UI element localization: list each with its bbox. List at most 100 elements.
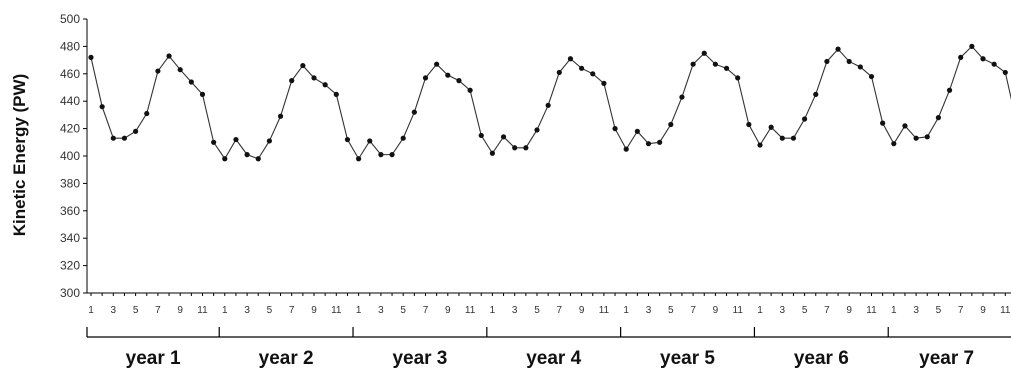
x-tick-label: 1 (623, 305, 629, 316)
data-point (233, 136, 239, 143)
data-point (723, 65, 730, 71)
y-tick-label: 500 (60, 12, 80, 26)
data-point (902, 123, 908, 129)
data-point (623, 146, 629, 152)
data-point (779, 135, 785, 141)
x-tick-label: 5 (534, 305, 540, 316)
data-point (980, 56, 986, 62)
data-point (99, 104, 105, 110)
x-tick-label: 5 (133, 305, 139, 316)
x-tick-label: 9 (980, 305, 986, 316)
year-groups: year 1 year 2 year 3 year 4 year 5 year 6 year… (86, 327, 1011, 369)
data-point (188, 79, 194, 85)
x-tick-label: 7 (690, 305, 696, 316)
x-tick-label: 11 (599, 305, 610, 316)
data-point (802, 116, 808, 122)
data-point (367, 138, 373, 144)
data-point (244, 152, 250, 158)
data-point (133, 128, 139, 134)
data-point (144, 110, 150, 117)
data-point (300, 62, 306, 69)
data-point (601, 80, 607, 86)
x-tick-label: 5 (802, 305, 808, 316)
data-point (913, 135, 919, 141)
data-point (991, 61, 997, 67)
data-point (746, 121, 752, 128)
x-tick-label: 5 (267, 305, 273, 316)
x-tick-label: 7 (289, 305, 295, 316)
data-point (400, 135, 406, 141)
data-point (155, 68, 161, 74)
x-tick-label: 3 (244, 305, 250, 316)
x-tick-label: 3 (111, 305, 117, 316)
data-point (277, 113, 284, 119)
data-point (958, 54, 964, 60)
year-label: year 6 (794, 348, 849, 369)
series (88, 43, 1011, 162)
data-point (344, 136, 351, 143)
data-point (467, 87, 473, 93)
data-point (534, 127, 540, 133)
x-tick-label: 5 (936, 305, 942, 316)
x-tick-label: 7 (557, 305, 563, 316)
x-tick-label: 1 (88, 305, 94, 316)
data-point (266, 138, 272, 144)
data-point (880, 120, 886, 126)
data-point (177, 67, 183, 73)
data-point (946, 87, 953, 93)
y-tick-label: 480 (60, 39, 80, 53)
data-point (512, 145, 518, 151)
data-point (891, 141, 897, 147)
data-point (378, 152, 384, 158)
data-point (924, 134, 930, 140)
y-ticks: 300 320 340 360 380 400 420 440 460 480 500 (60, 12, 87, 300)
x-tick-label: 9 (311, 305, 317, 316)
x-tick-label: 1 (891, 305, 897, 316)
x-tick-label: 3 (780, 305, 786, 316)
data-point (846, 58, 852, 65)
data-point (333, 91, 339, 97)
data-point (657, 139, 663, 145)
data-point (969, 43, 975, 50)
data-point (478, 132, 484, 139)
data-point (935, 115, 942, 121)
data-point (579, 65, 585, 71)
year-label: year 2 (259, 348, 314, 369)
data-point (668, 121, 674, 128)
data-point (835, 46, 841, 52)
y-tick-label: 300 (60, 286, 80, 300)
data-point (545, 102, 551, 108)
x-tick-label: 5 (400, 305, 406, 316)
x-tick-label: 7 (423, 305, 429, 316)
data-point (712, 61, 719, 67)
data-point (757, 142, 763, 148)
y-tick-label: 320 (60, 259, 80, 273)
data-point (857, 64, 863, 70)
series-line (90, 45, 1011, 160)
data-point (634, 128, 640, 134)
x-tick-label: 11 (331, 305, 342, 316)
data-point (590, 71, 596, 77)
data-point (612, 126, 618, 132)
data-point (701, 50, 707, 56)
data-point (199, 91, 206, 97)
data-point (322, 82, 328, 88)
data-point (768, 124, 774, 130)
data-point (121, 135, 128, 141)
data-point (289, 78, 295, 84)
data-point (790, 135, 797, 141)
x-tick-label: 3 (913, 305, 919, 316)
x-tick-label: 11 (465, 305, 476, 316)
data-point (445, 72, 451, 78)
y-tick-label: 400 (60, 149, 80, 163)
x-tick-label: 7 (824, 305, 830, 316)
x-tick-label: 11 (197, 305, 208, 316)
y-tick-label: 340 (60, 231, 80, 245)
x-tick-label: 1 (222, 305, 228, 316)
x-tick-label: 9 (579, 305, 585, 316)
year-label: year 7 (919, 348, 974, 369)
data-point (88, 54, 94, 60)
data-point (813, 91, 819, 97)
data-point (489, 150, 495, 156)
